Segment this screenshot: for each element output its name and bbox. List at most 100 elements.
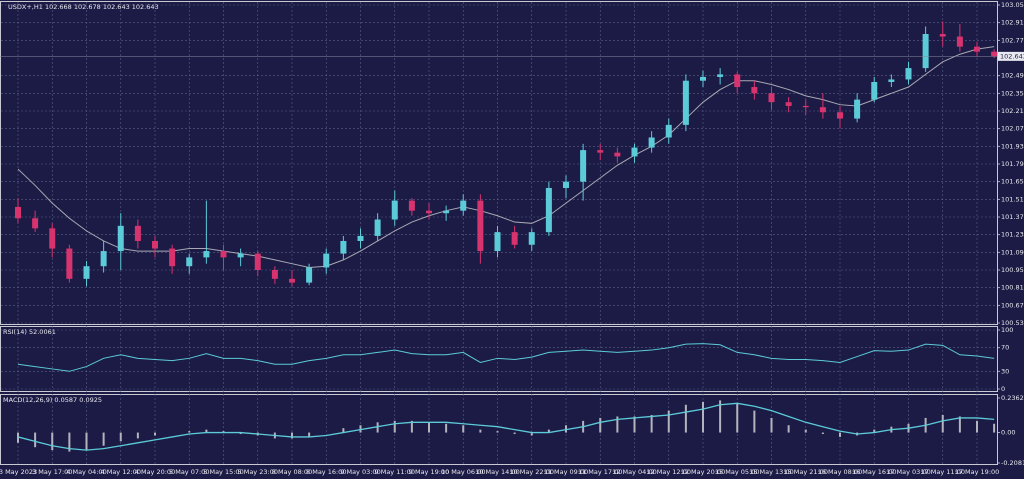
y-tick-label: 0.2362 (1001, 394, 1024, 402)
candle-body (837, 112, 843, 119)
candle-body (785, 102, 792, 106)
candle-body (15, 206, 21, 219)
x-tick-label: 15 May 05:00 (715, 468, 760, 476)
x-tick-label: 17 May 19:00 (955, 468, 1000, 476)
candle-body (614, 152, 621, 157)
x-tick-label: 4 May 12:00 (101, 468, 141, 476)
rsi-title: RSI(14) 52.0061 (3, 328, 56, 336)
candle-body (528, 232, 535, 245)
candle-body (717, 74, 724, 77)
candle-body (408, 200, 415, 211)
candle-body (511, 232, 518, 245)
y-tick-label: 101.650 (1001, 178, 1024, 186)
y-tick-label: 101.510 (1001, 195, 1024, 203)
y-tick-label: 101.790 (1001, 160, 1024, 168)
x-tick-label: 11 May 09:00 (544, 468, 589, 476)
chart-title: USDX+,H1 102.668 102.678 102.643 102.643 (8, 3, 159, 11)
last-price-box (998, 51, 1024, 61)
candle-body (374, 219, 381, 236)
candle-body (580, 150, 587, 182)
candle-body (220, 251, 227, 258)
candle-body (768, 93, 775, 103)
candle-body (237, 253, 244, 258)
x-tick-label: 8 May 08:00 (272, 468, 312, 476)
candle-body (426, 210, 432, 214)
candle-body (956, 36, 963, 47)
candle-body (391, 200, 398, 220)
y-tick-label: 100.530 (1001, 319, 1024, 327)
candle-body (819, 107, 826, 113)
x-tick-label: 4 May 04:00 (66, 468, 106, 476)
y-tick-label: 102.490 (1001, 72, 1024, 80)
x-tick-label: 5 May 15:00 (203, 468, 243, 476)
candle-body (306, 267, 313, 283)
y-tick-label: 101.090 (1001, 248, 1024, 256)
candle-body (254, 253, 261, 270)
candle-body (597, 150, 604, 153)
y-tick-label: 100.670 (1001, 301, 1024, 309)
candle-body (169, 248, 176, 267)
candle-body (100, 251, 107, 267)
x-tick-label: 10 May 06:00 (441, 468, 486, 476)
candle-body (665, 124, 672, 138)
y-tick-label: 100 (1001, 326, 1013, 334)
x-tick-label: 12 May 04:00 (612, 468, 657, 476)
y-tick-label: 0.00 (1001, 429, 1015, 437)
x-tick-label: 17 May 11:00 (920, 468, 965, 476)
macd-title: MACD(12,26,9) 0.0587 0.0925 (3, 396, 102, 404)
x-tick-label: 11 May 17:00 (578, 468, 623, 476)
candle-body (66, 248, 73, 279)
y-tick-label: 101.230 (1001, 231, 1024, 239)
x-tick-label: 10 May 14:00 (475, 468, 520, 476)
x-tick-label: 17 May 03:00 (886, 468, 931, 476)
candle-body (152, 240, 158, 249)
y-tick-label: 30 (1001, 367, 1009, 375)
candle-body (83, 266, 90, 279)
main-panel-frame (0, 1, 998, 325)
candle-body (905, 68, 912, 80)
x-tick-label: 12 May 12:00 (646, 468, 691, 476)
y-tick-label: 101.930 (1001, 142, 1024, 150)
x-tick-label: 9 May 11:00 (375, 468, 415, 476)
x-tick-label: 16 May 08:00 (818, 468, 863, 476)
candle-body (939, 34, 946, 37)
candle-body (460, 200, 467, 211)
marks (0, 21, 998, 452)
candle-body (32, 218, 39, 229)
candle-body (117, 225, 124, 252)
x-tick-label: 3 May 2023 (0, 468, 37, 476)
x-tick-label: 5 May 23:00 (238, 468, 278, 476)
candle-body (340, 240, 347, 254)
candle-body (357, 235, 364, 241)
y-tick-label: 101.370 (1001, 213, 1024, 221)
x-tick-label: 3 May 17:00 (32, 468, 72, 476)
candle-body (203, 251, 210, 258)
rsi-panel-frame (0, 326, 998, 392)
candle-body (271, 270, 278, 279)
y-tick-label: -0.2081 (1001, 459, 1024, 467)
candle-body (477, 200, 484, 252)
y-tick-label: 0 (1001, 385, 1005, 393)
candle-body (49, 228, 56, 249)
signal-line (17, 402, 995, 451)
candle-body (802, 105, 809, 108)
y-tick-label: 70 (1001, 344, 1009, 352)
x-tick-label: 9 May 19:00 (409, 468, 449, 476)
candle-body (631, 147, 638, 157)
candle-body (991, 51, 998, 57)
candle-body (494, 232, 501, 252)
candle-body (323, 253, 330, 268)
y-tick-label: 102.350 (1001, 89, 1024, 97)
x-tick-label: 9 May 03:00 (340, 468, 380, 476)
candle-body (648, 137, 655, 148)
candle-body (682, 80, 689, 125)
candle-body (854, 99, 861, 119)
moving-average-line (17, 46, 995, 268)
macd-panel-frame (0, 394, 998, 465)
candle-body (289, 278, 295, 283)
series-line (17, 343, 995, 372)
x-tick-label: 15 May 21:00 (783, 468, 828, 476)
y-tick-label: 100.810 (1001, 284, 1024, 292)
